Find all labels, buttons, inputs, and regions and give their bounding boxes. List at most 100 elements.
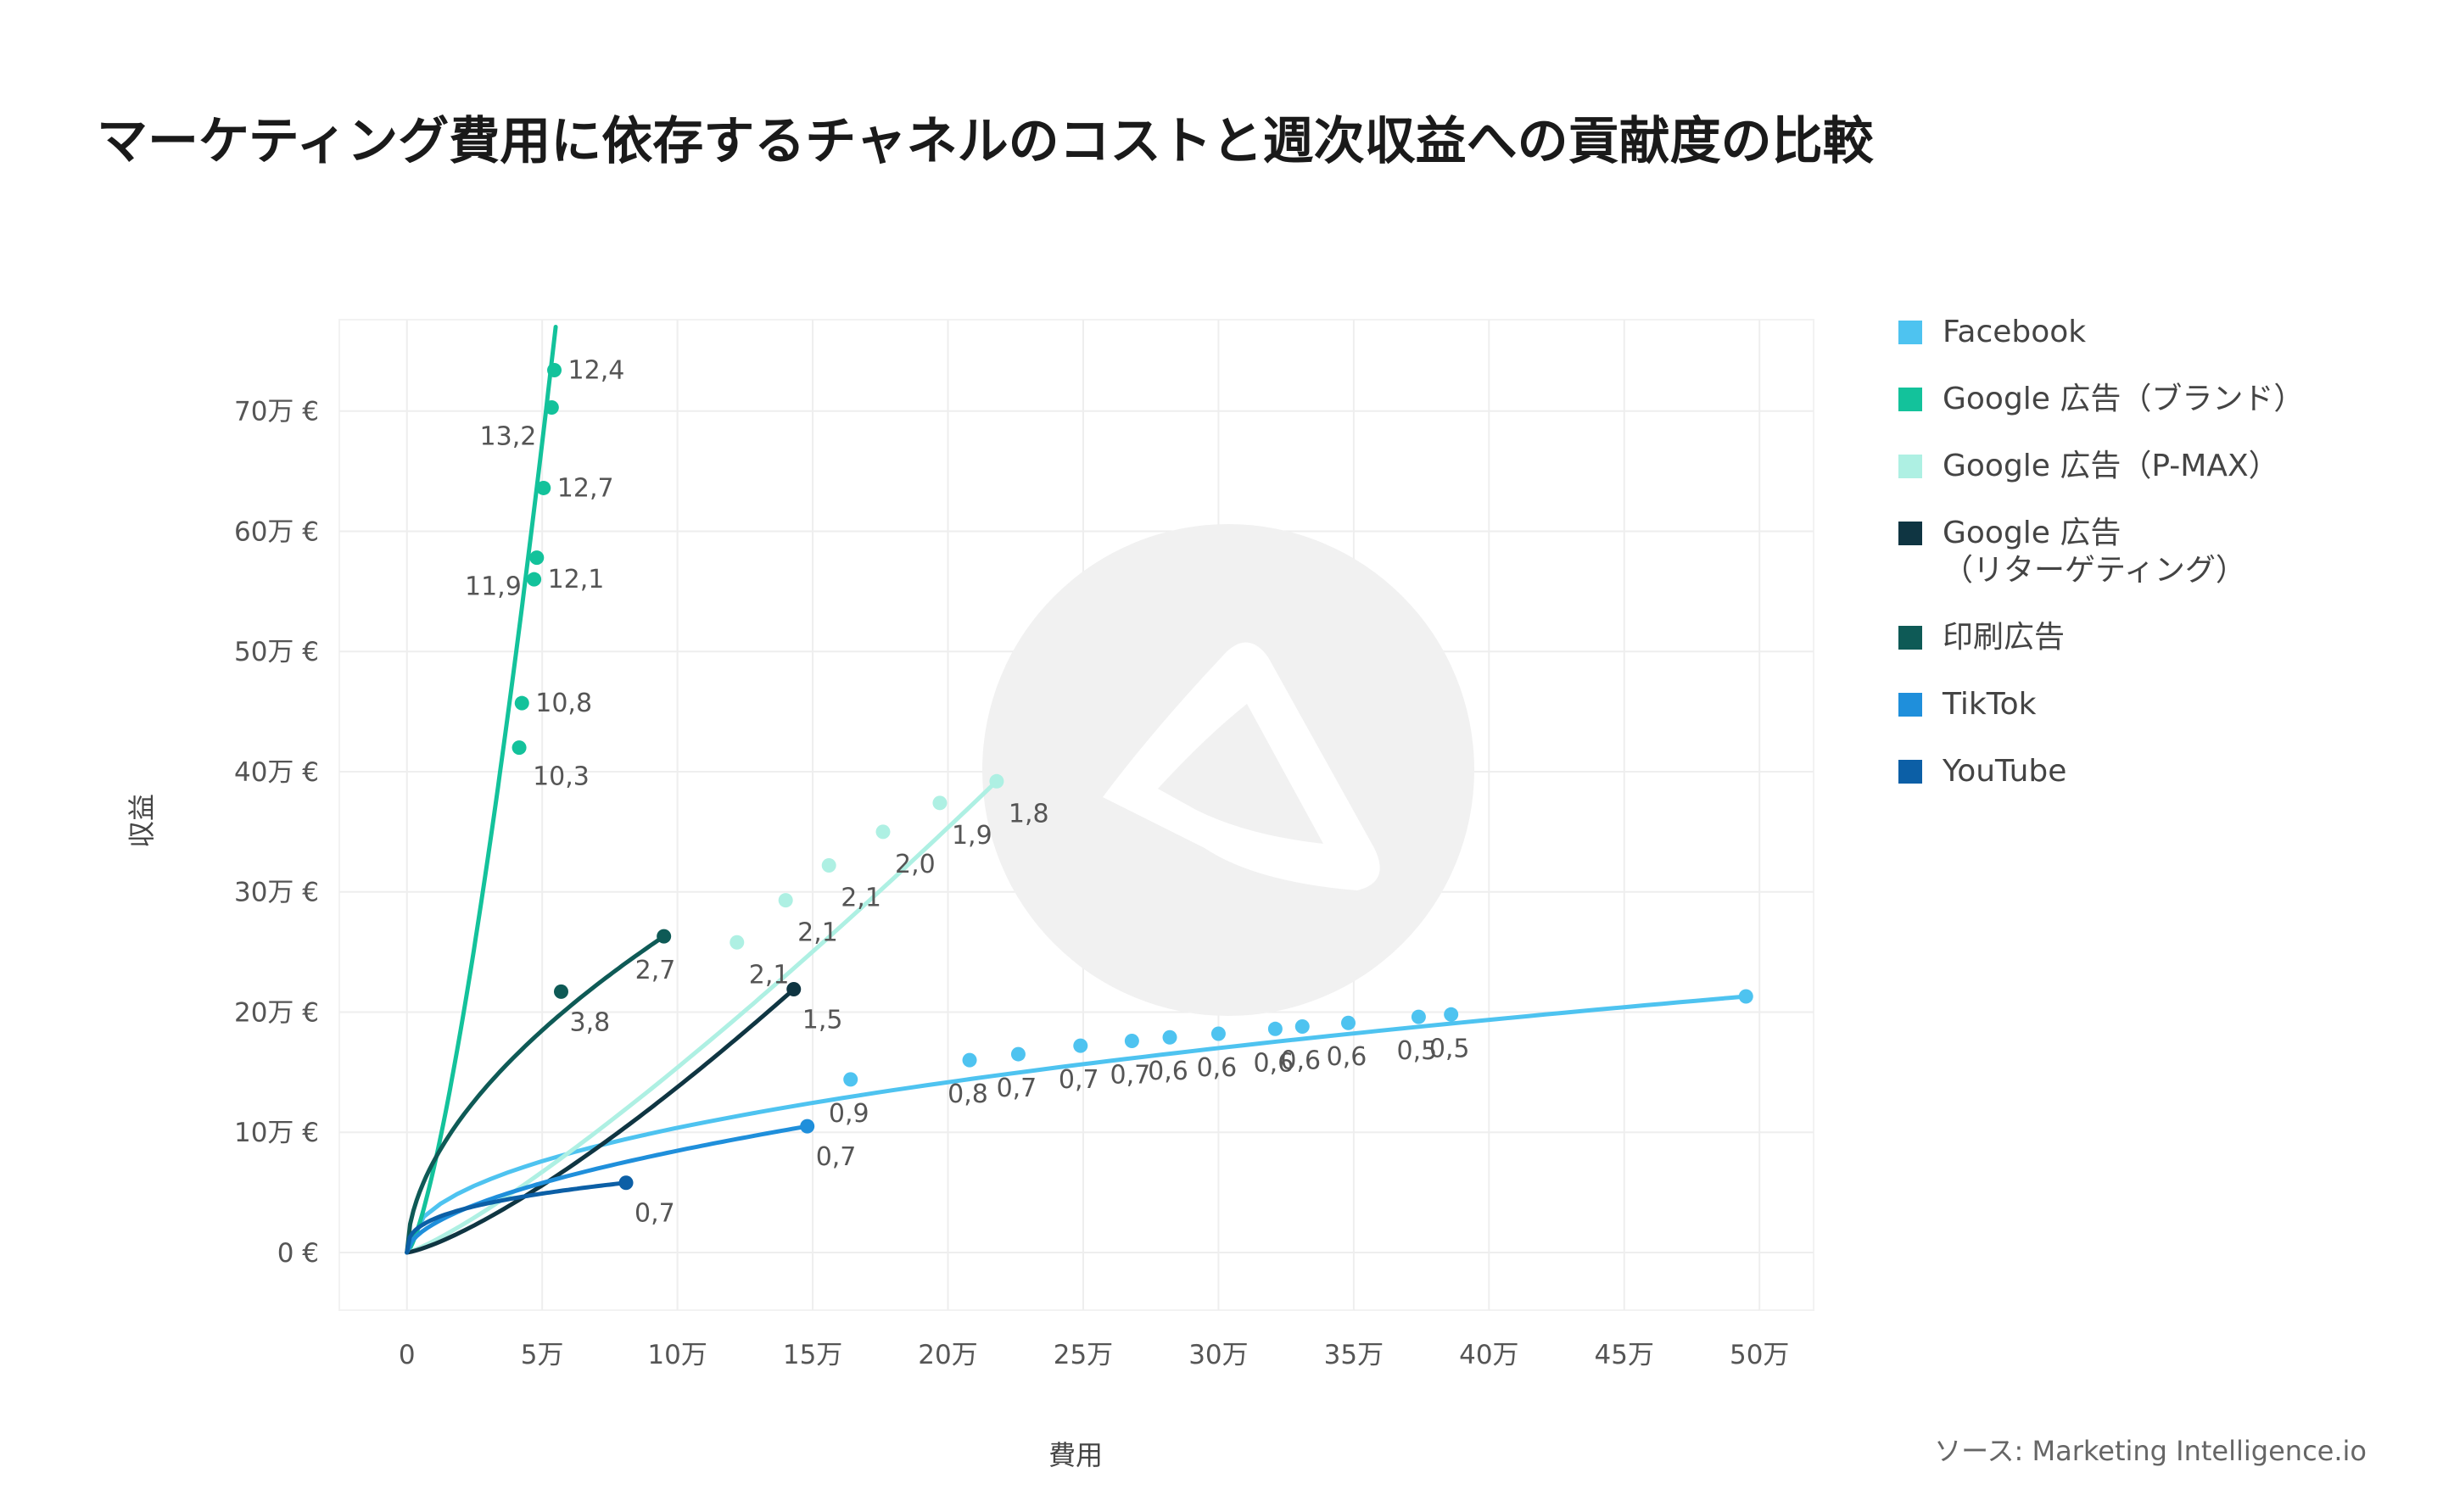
data-label-print-ads: 3,8 bbox=[569, 1007, 610, 1037]
data-label-youtube: 0,7 bbox=[635, 1199, 675, 1229]
data-point-facebook bbox=[1124, 1033, 1139, 1048]
data-label-facebook: 0,6 bbox=[1327, 1042, 1367, 1072]
data-label-google-ads-brand: 13,2 bbox=[480, 421, 537, 451]
data-point-facebook bbox=[1267, 1021, 1283, 1036]
data-label-facebook: 0,7 bbox=[1059, 1065, 1099, 1095]
legend-swatch bbox=[1898, 388, 1922, 411]
y-axis-title: 収益 bbox=[126, 794, 158, 848]
data-point-facebook bbox=[1073, 1038, 1088, 1053]
series-line-google-ads-pmax bbox=[405, 778, 999, 1255]
data-label-facebook: 0,9 bbox=[829, 1099, 869, 1129]
legend-item-youtube[interactable]: YouTube bbox=[1898, 753, 2304, 790]
data-point-facebook bbox=[1294, 1018, 1310, 1034]
data-label-facebook: 0,5 bbox=[1429, 1034, 1470, 1063]
data-point-facebook bbox=[1411, 1009, 1426, 1024]
legend-swatch bbox=[1898, 760, 1922, 784]
data-point-facebook bbox=[1444, 1007, 1459, 1022]
data-point-facebook bbox=[1010, 1046, 1026, 1062]
data-label-google-ads-pmax: 1,8 bbox=[1009, 799, 1049, 829]
y-tick-label: 20万 € bbox=[234, 997, 319, 1028]
data-label-google-ads-pmax: 1,9 bbox=[952, 821, 992, 851]
legend-swatch bbox=[1898, 693, 1922, 717]
x-tick-label: 45万 bbox=[1595, 1340, 1654, 1370]
data-point-facebook bbox=[1210, 1026, 1226, 1041]
data-labels: 0,90,8 0,7 0,7 0,70,6 0,6 0,60,6 0,6 0,50,510,3… bbox=[465, 356, 1470, 1229]
data-label-google-ads-brand: 12,4 bbox=[568, 356, 625, 386]
legend-item-tiktok[interactable]: TikTok bbox=[1898, 686, 2304, 723]
data-label-facebook: 0,6 bbox=[1197, 1053, 1238, 1083]
y-tick-label: 60万 € bbox=[234, 516, 319, 547]
y-tick-label: 30万 € bbox=[234, 878, 319, 908]
series-line-facebook bbox=[405, 994, 1748, 1255]
legend-item-google-ads-pmax[interactable]: Google 広告（P-MAX） bbox=[1898, 448, 2304, 485]
x-axis-title: 費用 bbox=[1048, 1439, 1103, 1471]
data-label-google-ads-brand: 12,7 bbox=[557, 473, 614, 503]
data-label-google-ads-brand: 11,9 bbox=[465, 572, 522, 602]
series-layer bbox=[405, 325, 1753, 1255]
data-label-google-ads-brand: 10,8 bbox=[535, 689, 592, 718]
legend-swatch bbox=[1898, 321, 1922, 344]
data-point-facebook bbox=[1738, 989, 1753, 1004]
data-point-print-ads bbox=[553, 984, 568, 999]
data-point-facebook bbox=[1340, 1015, 1356, 1030]
data-point-facebook bbox=[843, 1072, 858, 1087]
data-point-google-ads-pmax bbox=[989, 773, 1004, 789]
data-point-facebook bbox=[1162, 1029, 1177, 1045]
chart-title: マーケティング費用に依存するチャネルのコストと週次収益への貢献度の比較 bbox=[97, 112, 1874, 171]
x-tick-label: 15万 bbox=[783, 1340, 842, 1370]
plot-frame bbox=[338, 319, 1814, 1311]
tick-labels: 0 5万 10万 15万 20万 25万 30万 35万 40万 45万 50万 0 € 10万 € 20… bbox=[234, 397, 1789, 1370]
x-tick-label: 0 bbox=[399, 1340, 416, 1370]
y-tick-label: 40万 € bbox=[234, 757, 319, 788]
data-label-google-ads-pmax: 2,0 bbox=[895, 850, 936, 879]
data-label-facebook: 0,6 bbox=[1148, 1057, 1188, 1086]
data-point-google-ads-brand bbox=[514, 695, 529, 711]
legend-label: TikTok bbox=[1943, 687, 2037, 722]
data-point-google-ads-brand bbox=[512, 740, 527, 756]
data-point-google-ads-retargeting bbox=[786, 982, 802, 997]
series-line-print-ads bbox=[405, 934, 667, 1255]
source-note: ソース: Marketing Intelligence.io bbox=[1934, 1435, 2367, 1467]
legend-item-google-ads-brand[interactable]: Google 広告（ブランド） bbox=[1898, 381, 2304, 418]
x-tick-label: 40万 bbox=[1459, 1340, 1518, 1370]
y-tick-label: 0 € bbox=[277, 1238, 319, 1269]
data-label-google-ads-pmax: 2,1 bbox=[749, 960, 790, 990]
data-label-google-ads-brand: 12,1 bbox=[548, 565, 605, 594]
data-label-facebook: 0,7 bbox=[997, 1074, 1037, 1103]
data-point-google-ads-brand bbox=[544, 399, 559, 415]
data-point-google-ads-brand bbox=[536, 480, 551, 495]
data-label-tiktok: 0,7 bbox=[816, 1142, 857, 1172]
y-tick-label: 10万 € bbox=[234, 1118, 319, 1148]
gridlines bbox=[338, 319, 1814, 1311]
data-point-google-ads-brand bbox=[547, 363, 562, 378]
y-tick-label: 70万 € bbox=[234, 397, 319, 427]
legend-item-facebook[interactable]: Facebook bbox=[1898, 314, 2304, 351]
data-point-google-ads-brand bbox=[529, 550, 545, 566]
legend-swatch bbox=[1898, 626, 1922, 650]
legend-item-google-ads-retargeting[interactable]: Google 広告 （リターゲティング） bbox=[1898, 515, 2304, 589]
legend-label: 印刷広告 bbox=[1943, 620, 2066, 655]
data-label-google-ads-pmax: 2,1 bbox=[797, 918, 838, 948]
data-point-google-ads-pmax bbox=[875, 824, 891, 840]
legend-label: Facebook bbox=[1943, 315, 2087, 349]
legend-label: Google 広告（ブランド） bbox=[1943, 382, 2305, 416]
legend-item-print-ads[interactable]: 印刷広告 bbox=[1898, 619, 2304, 656]
data-label-print-ads: 2,7 bbox=[635, 956, 676, 985]
legend-swatch bbox=[1898, 522, 1922, 545]
data-point-google-ads-pmax bbox=[778, 893, 793, 908]
x-tick-label: 10万 bbox=[647, 1340, 707, 1370]
legend-label: Google 広告 （リターゲティング） bbox=[1943, 516, 2246, 588]
x-tick-label: 25万 bbox=[1054, 1340, 1113, 1370]
data-point-google-ads-pmax bbox=[730, 935, 745, 950]
legend-swatch bbox=[1898, 455, 1922, 478]
x-tick-label: 20万 bbox=[918, 1340, 977, 1370]
data-point-google-ads-pmax bbox=[932, 795, 948, 811]
data-label-facebook: 0,6 bbox=[1280, 1046, 1321, 1075]
data-point-google-ads-brand bbox=[527, 572, 542, 587]
x-tick-label: 5万 bbox=[521, 1340, 564, 1370]
legend: Facebook Google 広告（ブランド） Google 広告（P-MAX） G… bbox=[1898, 314, 2304, 820]
series-line-youtube bbox=[405, 1180, 629, 1255]
data-label-facebook: 0,8 bbox=[948, 1080, 988, 1109]
data-point-print-ads bbox=[657, 929, 672, 944]
